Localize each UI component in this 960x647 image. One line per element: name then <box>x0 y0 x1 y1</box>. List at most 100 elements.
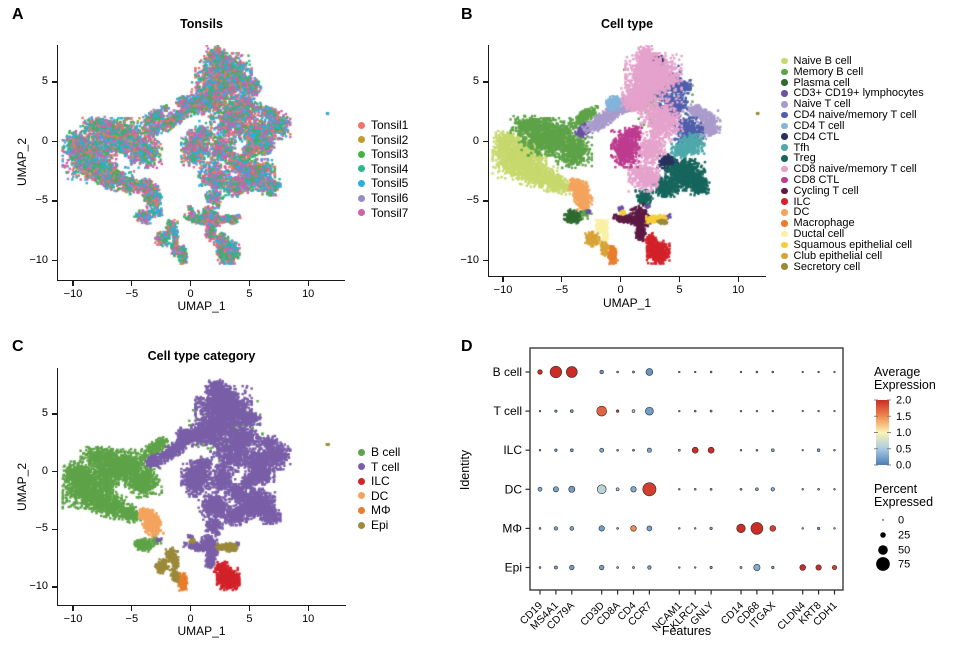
panel-a-legend-item: Tonsil3 <box>358 147 408 161</box>
panel-c-legend-item: DC <box>358 489 388 503</box>
legend-swatch <box>781 122 788 130</box>
panel-b-legend-item: Ductal cell <box>781 228 844 240</box>
expression-dot <box>801 527 804 530</box>
expression-dot <box>537 486 543 492</box>
legend-swatch <box>358 492 365 500</box>
legend-label: Club epithelial cell <box>793 249 883 262</box>
panel-a-y-tick-label: 5 <box>41 75 48 87</box>
expression-dot <box>709 370 713 374</box>
size-legend-label: 0 <box>898 515 904 527</box>
colorbar-tick-label: 0.5 <box>896 443 911 455</box>
panel-b-y-tick-label: 0 <box>472 134 479 147</box>
legend-label: Naive T cell <box>793 98 851 111</box>
percent-expressed-title: Percent <box>874 482 918 496</box>
panel-c-y-tick-label: −5 <box>35 522 48 535</box>
expression-dot <box>694 527 697 530</box>
colorbar-tick-label: 1.0 <box>896 427 911 439</box>
row-label: B cell <box>493 365 522 379</box>
legend-swatch <box>358 136 365 144</box>
panel-b-legend-item: Plasma cell <box>781 77 850 89</box>
expression-dot <box>554 565 558 570</box>
expression-dot <box>833 527 836 530</box>
expression-dot <box>833 370 836 374</box>
size-legend-dot <box>878 545 888 555</box>
panel-b-x-tick <box>502 277 504 282</box>
size-legend-label: 75 <box>898 559 910 571</box>
expression-dot <box>801 370 804 374</box>
legend-label: DC <box>793 206 810 219</box>
panel-c-x-tick-label: 5 <box>246 613 253 625</box>
expression-dot <box>736 523 746 534</box>
row-label: DC <box>505 482 523 496</box>
panel-c-x-tick <box>307 606 309 611</box>
expression-dot <box>739 449 743 452</box>
legend-label: Tonsil2 <box>371 132 409 147</box>
panel-a-y-tick-label: 0 <box>41 134 48 147</box>
legend-swatch <box>781 198 788 205</box>
expression-dot <box>770 487 775 492</box>
expression-dot <box>632 448 635 452</box>
legend-label: Ductal cell <box>793 228 845 241</box>
expression-dot <box>753 564 761 571</box>
expression-dot <box>831 564 838 571</box>
legend-label: CD3+ CD19+ lymphocytes <box>793 87 924 100</box>
panel-a-umap-scatter <box>58 45 345 281</box>
expression-dot <box>616 370 619 374</box>
legend-swatch <box>358 448 365 456</box>
legend-swatch <box>781 165 788 173</box>
expression-dot <box>677 448 681 452</box>
panel-c-y-tick <box>51 471 57 473</box>
panel-b-legend-item: CD3+ CD19+ lymphocytes <box>781 87 924 99</box>
expression-dot <box>693 488 697 491</box>
expression-dot <box>817 370 820 374</box>
panel-a-legend-item: Tonsil2 <box>358 133 408 147</box>
panel-c-x-tick-label: 10 <box>302 613 315 625</box>
expression-dot <box>678 527 681 530</box>
legend-swatch <box>781 133 788 140</box>
legend-label: Tonsil7 <box>371 205 409 220</box>
panel-b-legend-item: Secretory cell <box>781 261 860 273</box>
legend-swatch <box>781 263 788 270</box>
legend-label: Secretory cell <box>793 260 861 273</box>
legend-swatch <box>781 252 788 259</box>
expression-dot <box>678 488 681 491</box>
panel-a-y-axis-line <box>57 45 59 281</box>
expression-dot <box>645 368 654 376</box>
panel-b-legend-item: Naive B cell <box>781 55 852 67</box>
legend-label: CD4 naive/memory T cell <box>793 109 917 122</box>
size-legend-dot <box>880 532 886 538</box>
panel-a-legend-item: Tonsil1 <box>358 118 408 132</box>
size-legend-dot <box>882 519 884 521</box>
panel-a-x-tick <box>72 281 74 286</box>
colorbar-tick-label: 2.0 <box>896 395 911 407</box>
expression-dot <box>630 525 637 532</box>
panel-b-y-tick-label: −5 <box>466 194 479 206</box>
expression-dot <box>709 487 713 491</box>
panel-c-x-tick <box>72 606 74 611</box>
colorbar-tick-label: 0.0 <box>896 460 911 472</box>
expression-dot <box>569 564 575 571</box>
expression-dot <box>632 566 635 569</box>
row-label: T cell <box>494 404 522 418</box>
legend-swatch <box>358 521 365 529</box>
panel-a-y-tick <box>51 81 57 83</box>
expression-dot <box>646 525 653 532</box>
expression-dot <box>599 369 604 375</box>
panel-c-umap-scatter <box>58 368 345 606</box>
expression-dot <box>815 564 822 571</box>
legend-label: Treg <box>793 152 816 165</box>
panel-a-x-tick <box>307 281 309 286</box>
panel-a-y-tick <box>51 259 57 262</box>
legend-swatch <box>358 179 365 187</box>
colorbar <box>876 400 889 465</box>
panel-a-x-tick-label: 10 <box>302 288 315 300</box>
expression-dot <box>833 449 836 452</box>
expression-dot <box>833 410 836 413</box>
panel-b-x-tick <box>619 277 622 282</box>
legend-swatch <box>781 68 788 76</box>
expression-dot <box>538 449 542 452</box>
legend-swatch <box>781 57 788 65</box>
percent-expressed-title: Expressed <box>874 495 933 509</box>
panel-a-x-axis-title: UMAP_1 <box>177 299 226 313</box>
legend-label: DC <box>371 488 389 503</box>
